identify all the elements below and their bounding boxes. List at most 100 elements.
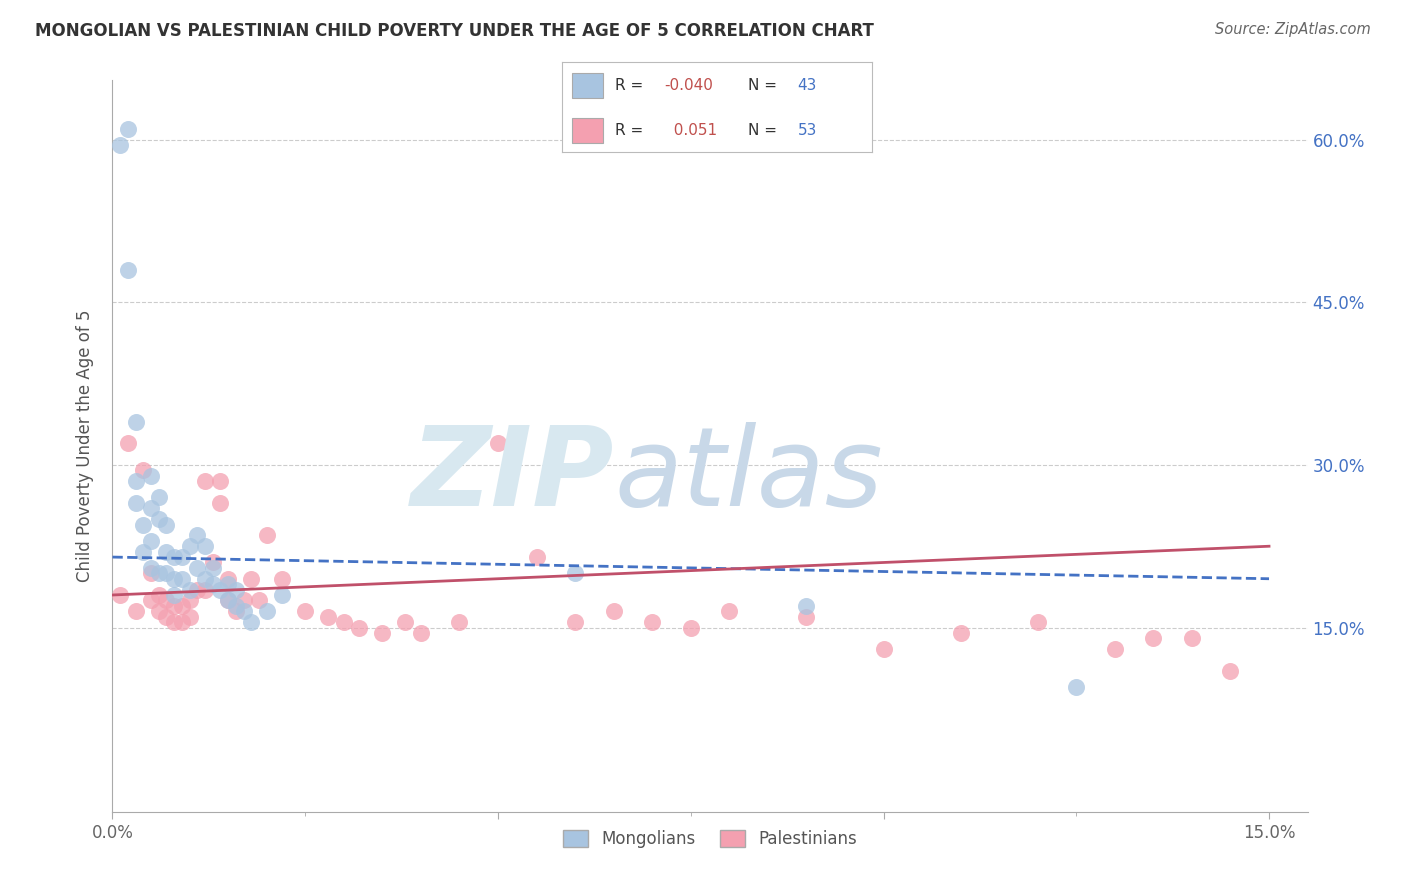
Point: [271, 572, 294, 586]
Point: [201, 561, 224, 575]
Point: [1064, 680, 1087, 694]
Point: [186, 561, 208, 575]
Point: [194, 582, 217, 597]
Point: [679, 620, 702, 634]
Point: [163, 588, 186, 602]
Point: [394, 615, 416, 629]
FancyBboxPatch shape: [572, 73, 603, 98]
Point: [294, 604, 316, 618]
Point: [117, 122, 139, 136]
Point: [256, 604, 278, 618]
Point: [333, 615, 356, 629]
Point: [225, 604, 247, 618]
Point: [602, 604, 624, 618]
Text: 0.051: 0.051: [665, 123, 717, 137]
Point: [225, 582, 247, 597]
Point: [139, 561, 162, 575]
Point: [949, 626, 972, 640]
Point: [232, 593, 254, 607]
Point: [139, 566, 162, 581]
Point: [139, 468, 162, 483]
Point: [186, 582, 208, 597]
Point: [641, 615, 664, 629]
Point: [124, 604, 146, 618]
Point: [209, 496, 232, 510]
Point: [240, 572, 263, 586]
FancyBboxPatch shape: [572, 118, 603, 143]
Point: [132, 517, 155, 532]
Point: [194, 572, 217, 586]
Point: [1104, 642, 1126, 657]
Point: [139, 533, 162, 548]
Point: [217, 577, 239, 591]
Point: [155, 609, 177, 624]
Point: [186, 528, 208, 542]
Point: [1219, 664, 1241, 678]
Point: [449, 615, 471, 629]
Point: [347, 620, 370, 634]
Point: [124, 474, 146, 488]
Point: [124, 496, 146, 510]
Point: [1142, 632, 1164, 646]
Point: [170, 550, 193, 565]
Point: [271, 588, 294, 602]
Point: [148, 588, 170, 602]
Point: [179, 582, 201, 597]
Point: [872, 642, 894, 657]
Point: [194, 474, 217, 488]
Point: [1181, 632, 1204, 646]
Point: [718, 604, 741, 618]
Point: [117, 263, 139, 277]
Point: [117, 436, 139, 450]
Text: N =: N =: [748, 123, 782, 137]
Point: [225, 599, 247, 613]
Point: [318, 609, 340, 624]
Text: R =: R =: [614, 78, 648, 93]
Point: [163, 572, 186, 586]
Point: [1026, 615, 1049, 629]
Point: [163, 599, 186, 613]
Point: [201, 577, 224, 591]
Y-axis label: Child Poverty Under the Age of 5: Child Poverty Under the Age of 5: [76, 310, 94, 582]
Point: [139, 501, 162, 516]
Point: [796, 609, 818, 624]
Point: [155, 517, 177, 532]
Point: [148, 604, 170, 618]
Text: -0.040: -0.040: [665, 78, 713, 93]
Point: [170, 615, 193, 629]
Point: [217, 593, 239, 607]
Point: [486, 436, 509, 450]
Text: 53: 53: [797, 123, 817, 137]
Point: [155, 566, 177, 581]
Point: [108, 138, 131, 153]
Text: N =: N =: [748, 78, 782, 93]
Point: [526, 550, 548, 565]
Point: [179, 539, 201, 553]
Point: [796, 599, 818, 613]
Point: [132, 544, 155, 558]
Point: [163, 550, 186, 565]
Point: [209, 582, 232, 597]
Point: [194, 539, 217, 553]
Point: [108, 588, 131, 602]
Point: [256, 528, 278, 542]
Point: [170, 572, 193, 586]
Point: [201, 556, 224, 570]
Point: [148, 512, 170, 526]
Point: [564, 566, 586, 581]
Point: [217, 593, 239, 607]
Point: [132, 463, 155, 477]
Point: [155, 544, 177, 558]
Point: [163, 615, 186, 629]
Point: [371, 626, 394, 640]
Point: [232, 604, 254, 618]
Point: [170, 599, 193, 613]
Text: ZIP: ZIP: [411, 422, 614, 529]
Point: [247, 593, 270, 607]
Legend: Mongolians, Palestinians: Mongolians, Palestinians: [555, 823, 865, 855]
Text: MONGOLIAN VS PALESTINIAN CHILD POVERTY UNDER THE AGE OF 5 CORRELATION CHART: MONGOLIAN VS PALESTINIAN CHILD POVERTY U…: [35, 22, 875, 40]
Text: Source: ZipAtlas.com: Source: ZipAtlas.com: [1215, 22, 1371, 37]
Point: [148, 566, 170, 581]
Point: [217, 572, 239, 586]
Point: [564, 615, 586, 629]
